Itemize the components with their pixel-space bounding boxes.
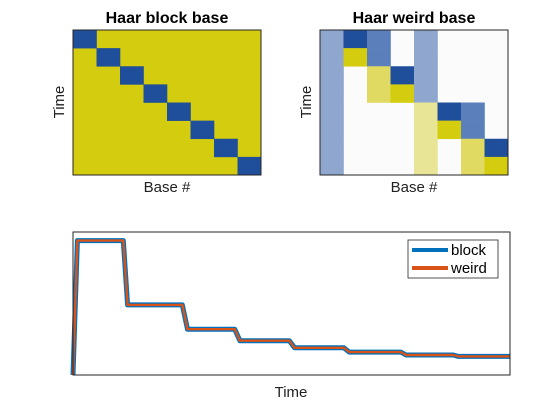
line-plot-legend: block weird	[407, 239, 499, 279]
heatmap-block-frame	[72, 29, 262, 176]
heatmap-weird-cell-r1-c2	[367, 48, 391, 67]
heatmap-weird-cell-r3-c4	[414, 84, 438, 103]
heatmap-weird-cell-r6-c7	[484, 138, 509, 158]
heatmap-weird-cell-r3-c3	[390, 84, 415, 103]
heatmap-weird-cells	[320, 30, 509, 176]
heatmap-block-cell-r2-c2	[120, 66, 144, 85]
heatmap-weird-cell-r1-c1	[343, 48, 368, 67]
heatmap-weird-xlabel: Base #	[391, 179, 438, 196]
series-line-weird	[71, 239, 510, 376]
heatmap-block-xlabel: Base #	[144, 179, 191, 196]
heatmap-weird-cell-r6-c4	[414, 138, 438, 158]
heatmap-block-ylabel: Time	[51, 86, 68, 119]
heatmap-block-cell-r7-c7	[237, 156, 262, 176]
heatmap-weird-ylabel: Time	[298, 86, 315, 119]
heatmap-weird-cell-r3-c0	[320, 84, 344, 103]
heatmap-weird-cell-r7-c0	[320, 156, 344, 176]
heatmap-block-cell-r1-c1	[96, 48, 121, 67]
heatmap-weird-cell-r2-c3	[390, 66, 415, 85]
legend-box	[407, 239, 499, 279]
legend-label-block: block	[451, 242, 487, 259]
heatmap-weird-cell-r0-c4	[414, 30, 438, 49]
heatmap-weird-cell-r5-c6	[461, 120, 485, 140]
heatmap-weird-cell-r0-c0	[320, 30, 344, 49]
heatmap-weird-cell-r7-c7	[484, 156, 509, 176]
heatmap-weird-cell-r4-c6	[461, 102, 485, 121]
heatmap-block-cell-r4-c4	[167, 102, 191, 121]
heatmap-weird-cell-r5-c5	[437, 120, 462, 140]
heatmap-weird-cell-r4-c4	[414, 102, 438, 121]
heatmap-weird-cell-r6-c6	[461, 138, 485, 158]
heatmap-weird-base: Haar weird base Base # Time	[298, 10, 509, 196]
heatmap-weird-cell-r1-c4	[414, 48, 438, 67]
heatmap-weird-cell-r7-c6	[461, 156, 485, 176]
heatmap-weird-cell-r5-c4	[414, 120, 438, 140]
heatmap-weird-cell-r4-c5	[437, 102, 462, 121]
heatmap-weird-cell-r3-c2	[367, 84, 391, 103]
heatmap-weird-cell-r0-c2	[367, 30, 391, 49]
line-plot-frame	[72, 231, 511, 376]
line-plot: Time block weird	[70, 231, 511, 401]
heatmap-weird-cell-r1-c0	[320, 48, 344, 67]
heatmap-block-title: Haar block base	[106, 10, 229, 27]
heatmap-weird-cell-r0-c1	[343, 30, 368, 49]
heatmap-weird-frame	[319, 29, 509, 176]
legend-label-weird: weird	[450, 260, 487, 277]
heatmap-block-cell-r6-c6	[214, 138, 238, 158]
line-plot-xlabel: Time	[275, 384, 308, 401]
line-plot-series	[70, 238, 510, 376]
heatmap-weird-cell-r2-c4	[414, 66, 438, 85]
heatmap-block-cell-r0-c0	[73, 30, 97, 49]
heatmap-weird-cell-r2-c0	[320, 66, 344, 85]
heatmap-weird-cell-r2-c2	[367, 66, 391, 85]
heatmap-block-base: Haar block base Base # Time	[51, 10, 262, 196]
heatmap-block-cell-r5-c5	[190, 120, 215, 140]
heatmap-block-cells	[73, 30, 262, 176]
heatmap-weird-cell-r7-c4	[414, 156, 438, 176]
heatmap-weird-cell-r5-c0	[320, 120, 344, 140]
heatmap-weird-cell-r4-c0	[320, 102, 344, 121]
heatmap-weird-cell-r6-c0	[320, 138, 344, 158]
heatmap-weird-title: Haar weird base	[353, 10, 476, 27]
heatmap-block-cell-r3-c3	[143, 84, 168, 103]
